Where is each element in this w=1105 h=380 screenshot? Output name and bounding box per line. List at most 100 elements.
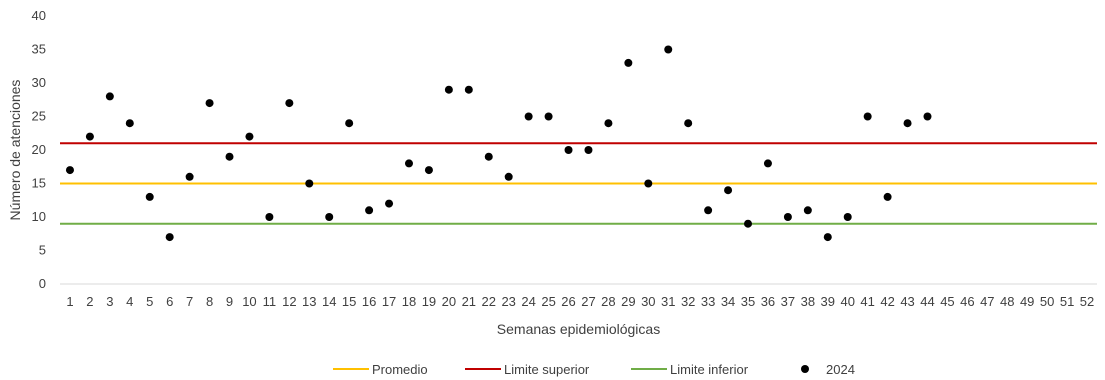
x-tick-label: 32 bbox=[681, 294, 695, 309]
reference-lines bbox=[60, 142, 1097, 225]
y-tick-label: 35 bbox=[32, 42, 46, 57]
data-point bbox=[185, 172, 194, 181]
x-tick-label: 7 bbox=[186, 294, 193, 309]
x-tick-label: 34 bbox=[721, 294, 735, 309]
x-tick-label: 26 bbox=[561, 294, 575, 309]
data-points bbox=[65, 45, 932, 242]
x-tick-label: 41 bbox=[860, 294, 874, 309]
data-point bbox=[345, 119, 354, 128]
x-tick-label: 40 bbox=[840, 294, 854, 309]
legend-swatch bbox=[801, 365, 809, 373]
legend-label: Promedio bbox=[372, 362, 428, 377]
x-axis-ticks: 1 2 3 4 5 6 7 8 9 10 11 12 13 14 15 16 17 18 19 20 21 22 23 24 2… bbox=[66, 294, 1094, 309]
data-point bbox=[504, 172, 513, 181]
x-tick-label: 35 bbox=[741, 294, 755, 309]
x-tick-label: 16 bbox=[362, 294, 376, 309]
x-tick-label: 5 bbox=[146, 294, 153, 309]
y-axis-title: Número de atenciones bbox=[7, 80, 23, 221]
x-tick-label: 17 bbox=[382, 294, 396, 309]
data-point bbox=[564, 146, 573, 154]
x-tick-label: 29 bbox=[621, 294, 635, 309]
x-tick-label: 13 bbox=[302, 294, 316, 309]
data-point bbox=[125, 119, 134, 128]
data-point bbox=[584, 146, 593, 154]
x-tick-label: 48 bbox=[1000, 294, 1014, 309]
x-tick-label: 2 bbox=[86, 294, 93, 309]
x-tick-label: 20 bbox=[442, 294, 456, 309]
x-tick-label: 45 bbox=[940, 294, 954, 309]
data-point bbox=[424, 166, 433, 175]
data-point bbox=[444, 85, 453, 94]
data-point bbox=[245, 132, 254, 141]
x-tick-label: 4 bbox=[126, 294, 133, 309]
data-point bbox=[105, 92, 114, 101]
legend-label: Limite inferior bbox=[670, 362, 749, 377]
y-tick-label: 15 bbox=[32, 176, 46, 191]
x-tick-label: 44 bbox=[920, 294, 934, 309]
x-tick-label: 3 bbox=[106, 294, 113, 309]
data-point bbox=[843, 213, 852, 221]
data-point bbox=[325, 213, 334, 221]
x-tick-label: 33 bbox=[701, 294, 715, 309]
data-point bbox=[285, 99, 294, 108]
x-tick-label: 6 bbox=[166, 294, 173, 309]
y-tick-label: 30 bbox=[32, 75, 46, 90]
x-tick-label: 25 bbox=[541, 294, 555, 309]
y-tick-label: 10 bbox=[32, 209, 46, 224]
x-tick-label: 11 bbox=[263, 294, 277, 309]
x-tick-label: 46 bbox=[960, 294, 974, 309]
data-point bbox=[684, 119, 693, 128]
x-tick-label: 31 bbox=[661, 294, 675, 309]
data-point bbox=[724, 186, 733, 195]
data-point bbox=[604, 119, 613, 128]
legend: Promedio Limite superior Limite inferior 20… bbox=[333, 362, 855, 377]
x-tick-label: 49 bbox=[1020, 294, 1034, 309]
x-tick-label: 21 bbox=[462, 294, 476, 309]
data-point bbox=[704, 206, 713, 215]
data-point bbox=[385, 199, 394, 208]
data-point bbox=[624, 58, 633, 67]
x-tick-label: 24 bbox=[521, 294, 535, 309]
x-tick-label: 36 bbox=[761, 294, 775, 309]
data-point bbox=[803, 206, 812, 215]
data-point bbox=[664, 45, 673, 54]
data-point bbox=[484, 152, 493, 161]
data-point bbox=[85, 132, 94, 141]
legend-label: 2024 bbox=[826, 362, 855, 377]
x-tick-label: 9 bbox=[226, 294, 233, 309]
x-tick-label: 50 bbox=[1040, 294, 1054, 309]
y-axis-ticks: 0 5 10 15 20 25 30 35 40 bbox=[32, 8, 46, 291]
x-tick-label: 22 bbox=[482, 294, 496, 309]
data-point bbox=[524, 112, 533, 121]
y-tick-label: 20 bbox=[32, 142, 46, 157]
x-tick-label: 23 bbox=[501, 294, 515, 309]
x-tick-label: 52 bbox=[1080, 294, 1094, 309]
data-point bbox=[744, 219, 753, 228]
data-point bbox=[404, 159, 413, 168]
x-tick-label: 42 bbox=[880, 294, 894, 309]
x-tick-label: 47 bbox=[980, 294, 994, 309]
data-point bbox=[783, 213, 792, 221]
data-point bbox=[923, 112, 932, 121]
x-axis-title: Semanas epidemiológicas bbox=[497, 321, 660, 337]
x-tick-label: 10 bbox=[242, 294, 256, 309]
x-tick-label: 27 bbox=[581, 294, 595, 309]
data-point bbox=[903, 119, 912, 128]
x-tick-label: 28 bbox=[601, 294, 615, 309]
y-tick-label: 25 bbox=[32, 109, 46, 124]
x-tick-label: 37 bbox=[781, 294, 795, 309]
y-tick-label: 5 bbox=[39, 243, 46, 258]
x-tick-label: 14 bbox=[322, 294, 336, 309]
x-tick-label: 8 bbox=[206, 294, 213, 309]
x-tick-label: 1 bbox=[66, 294, 73, 309]
data-point bbox=[644, 179, 653, 188]
x-tick-label: 19 bbox=[422, 294, 436, 309]
legend-label: Limite superior bbox=[504, 362, 590, 377]
x-tick-label: 15 bbox=[342, 294, 356, 309]
data-point bbox=[265, 213, 274, 221]
data-point bbox=[883, 192, 892, 201]
x-tick-label: 30 bbox=[641, 294, 655, 309]
data-point bbox=[365, 206, 374, 215]
data-point bbox=[464, 85, 473, 94]
x-tick-label: 43 bbox=[900, 294, 914, 309]
